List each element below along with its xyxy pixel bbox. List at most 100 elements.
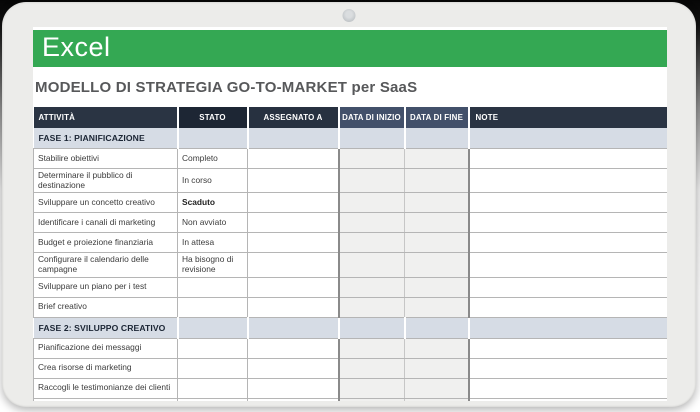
task-cell-note[interactable] — [468, 148, 667, 169]
task-cell-attivita[interactable]: Configurare il calendario delle campagne — [33, 252, 178, 278]
task-cell-assegnato[interactable] — [247, 167, 339, 194]
task-cell-attivita[interactable]: Budget e proiezione finanziaria — [33, 232, 178, 254]
task-cell-assegnato[interactable] — [247, 276, 339, 298]
section-label-cell[interactable]: FASE 2: SVILUPPO CREATIVO — [33, 317, 179, 339]
task-cell-inizio[interactable] — [337, 232, 405, 254]
task-cell-fine[interactable] — [404, 357, 470, 379]
task-cell-attivita[interactable]: Stabilire obiettivi — [33, 148, 178, 169]
task-cell-stato[interactable] — [177, 397, 248, 401]
task-row: Brief creativo — [33, 296, 667, 318]
task-cell-assegnato[interactable] — [247, 252, 339, 278]
section-cell-inizio[interactable] — [338, 128, 406, 149]
task-cell-note[interactable] — [468, 296, 667, 318]
task-cell-assegnato[interactable] — [247, 212, 339, 234]
task-cell-note[interactable] — [468, 397, 667, 401]
task-cell-stato[interactable]: Non avviato — [177, 212, 248, 234]
section-cell-stato[interactable] — [177, 317, 249, 339]
task-cell-inizio[interactable] — [337, 377, 405, 399]
task-row: Configurare il calendario delle campagne… — [33, 252, 667, 278]
task-cell-note[interactable] — [468, 212, 667, 234]
task-cell-attivita[interactable]: Crea risorse di marketing — [33, 357, 178, 379]
section-cell-fine[interactable] — [404, 317, 470, 339]
column-header-assegnato: ASSEGNATO A — [247, 107, 340, 128]
task-cell-fine[interactable] — [404, 148, 470, 169]
task-cell-assegnato[interactable] — [247, 397, 339, 401]
task-cell-note[interactable] — [468, 276, 667, 298]
task-cell-attivita[interactable]: Brief creativo — [33, 296, 178, 318]
task-cell-inizio[interactable] — [337, 167, 405, 194]
section-label-cell[interactable]: FASE 1: PIANIFICAZIONE — [33, 128, 179, 149]
section-cell-assegnato[interactable] — [247, 317, 340, 339]
section-cell-inizio[interactable] — [338, 317, 406, 339]
task-cell-fine[interactable] — [404, 252, 470, 278]
task-cell-fine[interactable] — [404, 276, 470, 298]
task-cell-attivita[interactable]: Sviluppare un concetto creativo — [33, 192, 178, 214]
task-cell-stato[interactable]: In attesa — [177, 232, 248, 254]
section-row: FASE 2: SVILUPPO CREATIVO — [33, 317, 667, 339]
section-cell-assegnato[interactable] — [247, 128, 340, 149]
column-header-note: NOTE — [468, 107, 667, 128]
task-row: Determinare il pubblico di destinazione I… — [33, 167, 667, 194]
task-cell-assegnato[interactable] — [247, 296, 339, 318]
task-row: Budget e proiezione finanziaria In attesa — [33, 232, 667, 254]
section-cell-stato[interactable] — [177, 128, 249, 149]
task-cell-assegnato[interactable] — [247, 357, 339, 379]
task-cell-inizio[interactable] — [337, 212, 405, 234]
task-cell-assegnato[interactable] — [247, 337, 339, 359]
task-cell-fine[interactable] — [404, 377, 470, 399]
task-cell-note[interactable] — [468, 377, 667, 399]
task-row: Crea risorse di marketing — [33, 357, 667, 379]
task-cell-stato[interactable]: Completo — [177, 148, 248, 169]
task-cell-fine[interactable] — [404, 212, 470, 234]
task-cell-inizio[interactable] — [337, 397, 405, 401]
task-cell-inizio[interactable] — [337, 276, 405, 298]
task-cell-assegnato[interactable] — [247, 377, 339, 399]
task-cell-note[interactable] — [468, 357, 667, 379]
column-header-stato: STATO — [177, 107, 249, 128]
column-header-fine: DATA DI FINE — [404, 107, 470, 128]
task-cell-attivita[interactable]: Pianificazione dei messaggi — [33, 337, 178, 359]
task-cell-attivita[interactable]: Raccogli le testimonianze dei clienti — [33, 377, 178, 399]
task-cell-note[interactable] — [468, 167, 667, 194]
task-cell-stato[interactable] — [177, 377, 248, 399]
task-cell-inizio[interactable] — [337, 148, 405, 169]
task-cell-stato[interactable]: Ha bisogno di revisione — [177, 252, 248, 278]
page-title: MODELLO DI STRATEGIA GO-TO-MARKET per Sa… — [35, 79, 418, 96]
task-cell-attivita[interactable]: Identificare i canali di marketing — [33, 212, 178, 234]
task-cell-stato[interactable] — [177, 276, 248, 298]
excel-logo: Excel — [42, 31, 111, 62]
task-cell-inizio[interactable] — [337, 192, 405, 214]
task-cell-inizio[interactable] — [337, 296, 405, 318]
task-cell-note[interactable] — [468, 252, 667, 278]
tablet-frame: Excel MODELLO DI STRATEGIA GO-TO-MARKET … — [2, 2, 696, 407]
task-cell-fine[interactable] — [404, 232, 470, 254]
task-cell-stato[interactable] — [177, 296, 248, 318]
column-header-attivita: ATTIVITÀ — [33, 107, 179, 128]
task-cell-stato[interactable]: In corso — [177, 167, 248, 194]
task-cell-stato[interactable]: Scaduto — [177, 192, 248, 214]
section-row: FASE 1: PIANIFICAZIONE — [33, 128, 667, 149]
task-cell-attivita[interactable]: Determinare il pubblico di destinazione — [33, 167, 178, 194]
task-cell-note[interactable] — [468, 232, 667, 254]
task-cell-assegnato[interactable] — [247, 232, 339, 254]
task-cell-fine[interactable] — [404, 192, 470, 214]
task-cell-assegnato[interactable] — [247, 148, 339, 169]
task-cell-inizio[interactable] — [337, 252, 405, 278]
task-cell-fine[interactable] — [404, 167, 470, 194]
section-cell-note[interactable] — [468, 128, 667, 149]
task-cell-note[interactable] — [468, 192, 667, 214]
task-cell-stato[interactable] — [177, 357, 248, 379]
section-cell-fine[interactable] — [404, 128, 470, 149]
task-cell-fine[interactable] — [404, 296, 470, 318]
task-cell-attivita[interactable]: Sviluppare un piano per i test — [33, 276, 178, 298]
task-row: Pianificazione dei messaggi — [33, 337, 667, 359]
task-cell-attivita[interactable]: Altro — [33, 397, 178, 401]
task-cell-fine[interactable] — [404, 337, 470, 359]
task-cell-note[interactable] — [468, 337, 667, 359]
section-cell-note[interactable] — [468, 317, 667, 339]
task-cell-inizio[interactable] — [337, 357, 405, 379]
task-cell-fine[interactable] — [404, 397, 470, 401]
task-cell-stato[interactable] — [177, 337, 248, 359]
task-cell-assegnato[interactable] — [247, 192, 339, 214]
task-cell-inizio[interactable] — [337, 337, 405, 359]
